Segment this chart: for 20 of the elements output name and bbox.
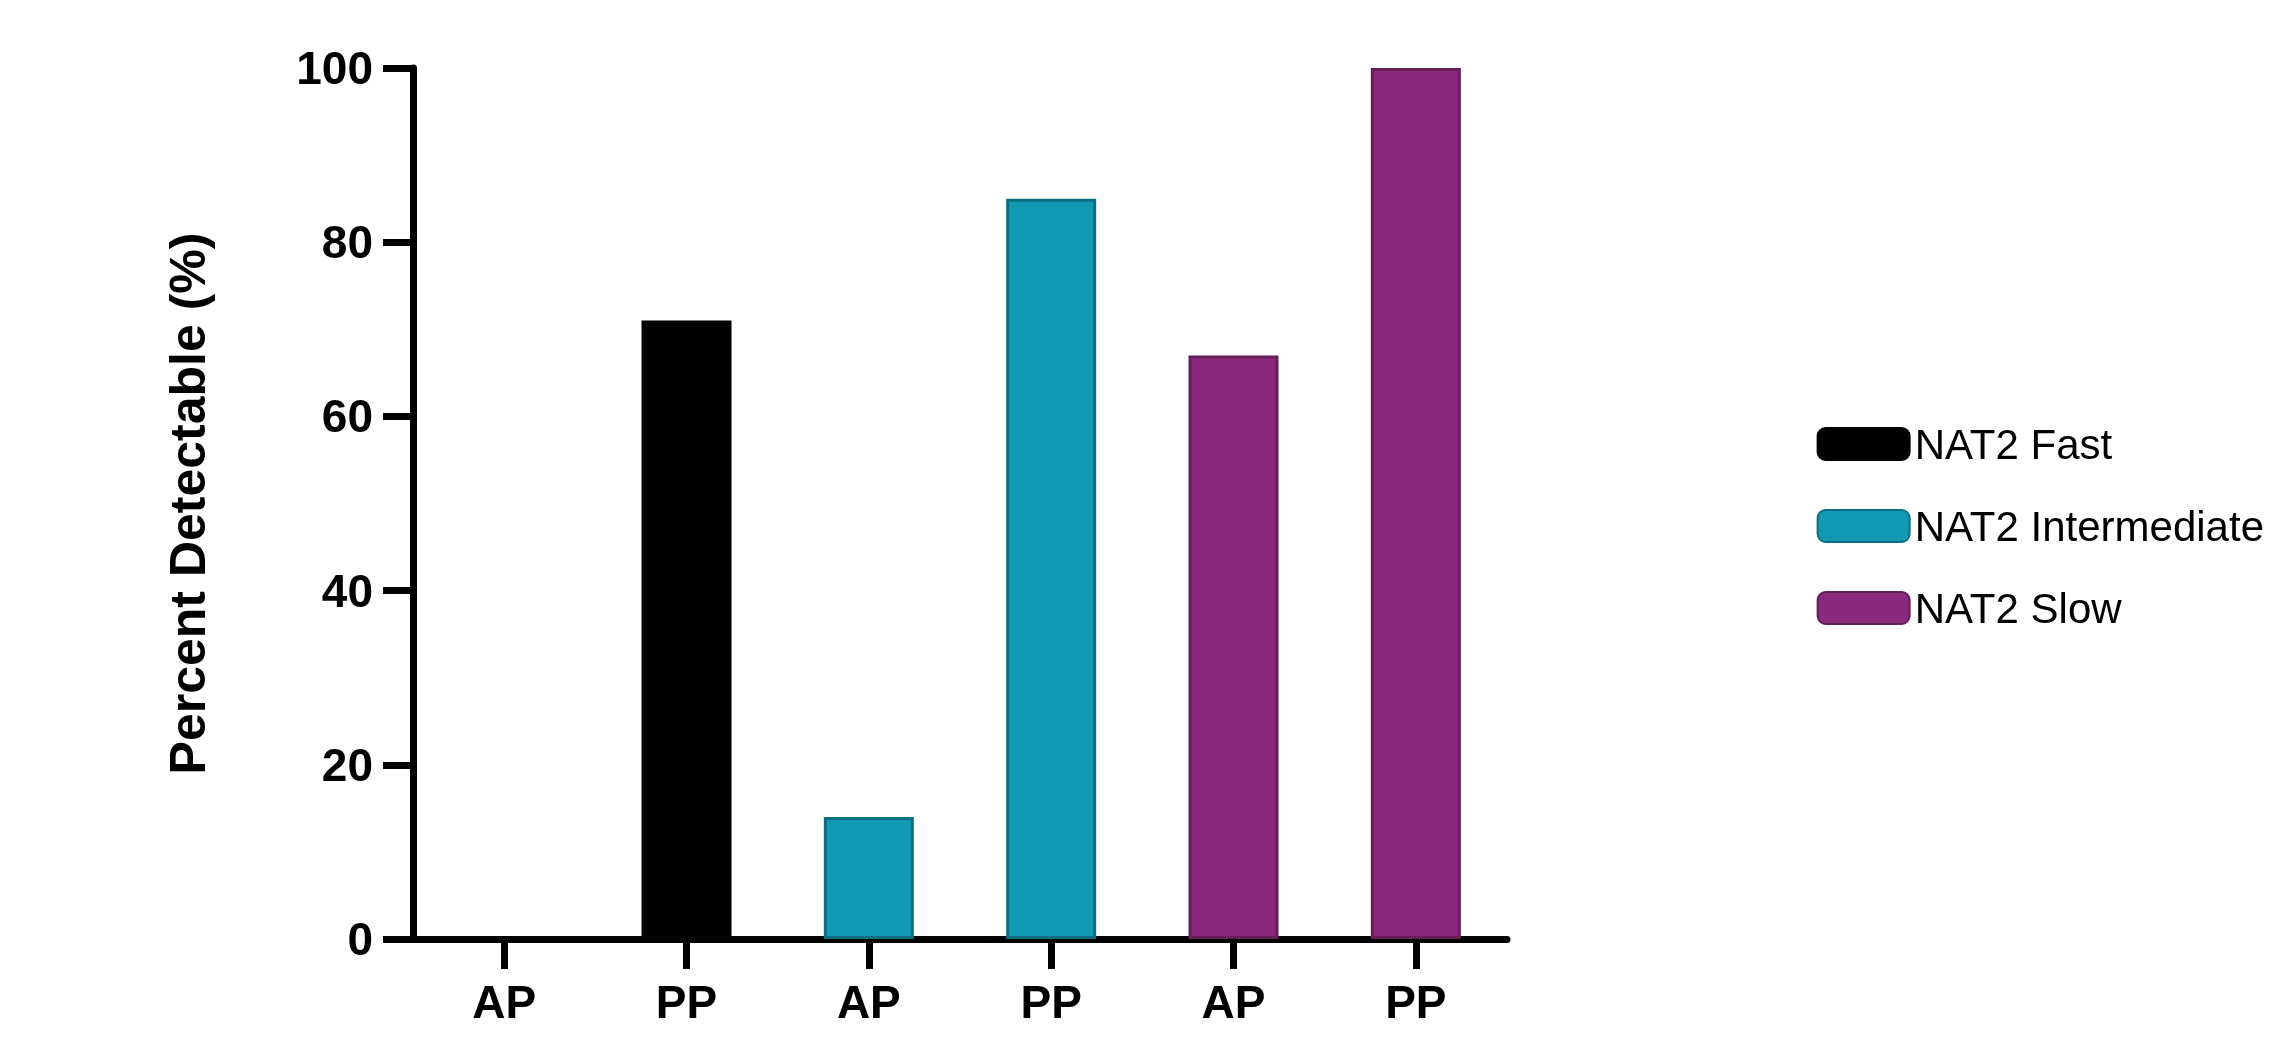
x-tick-label: AP (1201, 976, 1266, 1028)
y-tick-label: 0 (347, 913, 373, 965)
bar (1006, 198, 1097, 939)
bar (823, 817, 914, 939)
legend-label: NAT2 Slow (1914, 584, 2123, 632)
x-tick-label: AP (472, 976, 537, 1028)
y-axis-title: Percent Detectable (%) (160, 232, 216, 775)
y-tick-label: 20 (321, 738, 373, 791)
x-tick-label: AP (836, 976, 901, 1028)
x-tick-label: PP (1385, 976, 1447, 1028)
bar (1188, 355, 1279, 939)
legend-label: NAT2 Intermediate (1914, 502, 2264, 550)
bar (1370, 68, 1461, 939)
x-tick-label: PP (1020, 976, 1082, 1028)
y-tick-label: 100 (296, 42, 373, 94)
y-tick-label: 80 (321, 216, 373, 269)
y-tick-label: 40 (321, 564, 373, 617)
y-tick-label: 60 (321, 390, 373, 443)
legend-label: NAT2 Fast (1914, 420, 2113, 468)
x-tick-label: PP (655, 976, 718, 1028)
